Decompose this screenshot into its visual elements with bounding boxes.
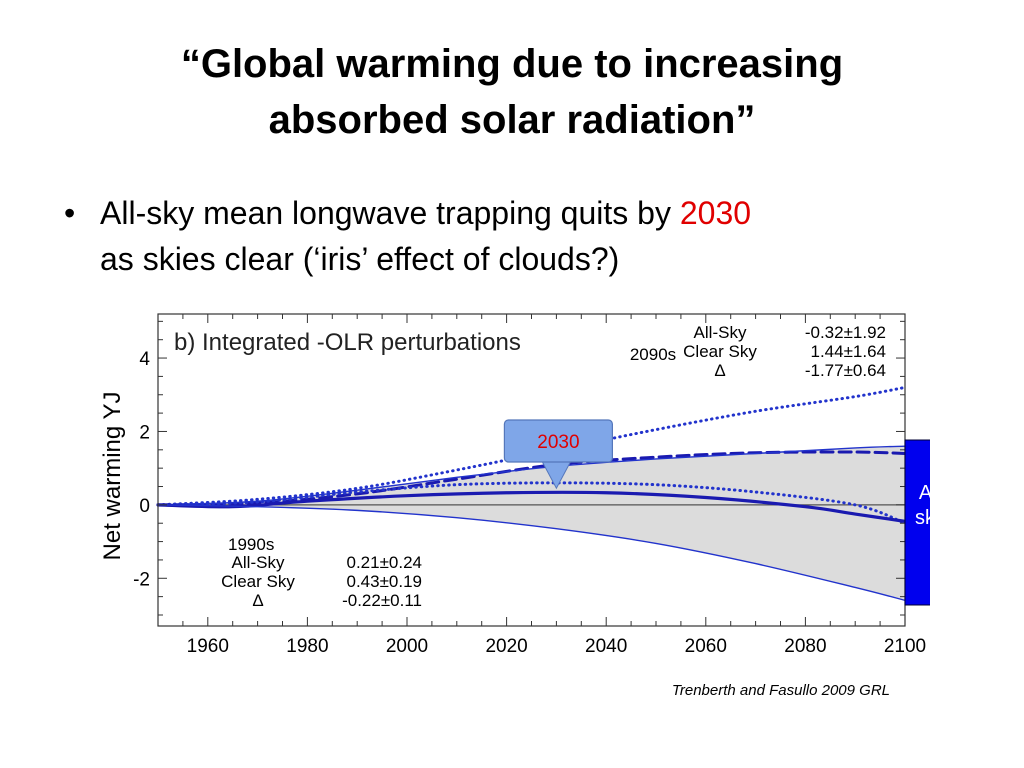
x-tick-label: 2080 (784, 636, 826, 657)
chart-figure: 1960 1980 2000 2020 2040 2060 2080 2100 -2 0 2 4 Net… (100, 302, 930, 666)
callout-box (503, 419, 613, 463)
stats-2090s-period: 2090s (630, 345, 676, 364)
series-line-3 (157, 445, 906, 506)
stats-1990s-label: Clear Sky (221, 572, 295, 591)
stats-2090s-label: All-Sky (694, 323, 747, 342)
title-line-1: “Global warming due to increasing (180, 42, 844, 86)
series-line-6 (157, 504, 906, 602)
y-tick-label: -2 (133, 569, 150, 590)
stats-2090s-label: Clear Sky (683, 342, 757, 361)
slide-title: “Global warming due to increasing absorb… (60, 36, 964, 148)
bullet-highlight-year: 2030 (679, 195, 752, 231)
series-line-5 (156, 490, 907, 523)
y-tick-label: 0 (139, 496, 150, 517)
stats-1990s-value: 0.21±0.24 (346, 553, 422, 572)
chart-svg: 1960 1980 2000 2020 2040 2060 2080 2100 -2 0 2 4 Net… (100, 313, 930, 657)
x-tick-label: 2040 (585, 636, 627, 657)
x-tick-label: 2000 (386, 636, 428, 657)
stats-2090s-value: 1.44±1.64 (810, 342, 886, 361)
stats-2090s-label: Δ (714, 361, 725, 380)
citation: Trenberth and Fasullo 2009 GRL (671, 682, 890, 699)
bullet-dot: • (64, 195, 76, 231)
series-line-4 (156, 481, 907, 525)
x-tick-label: 1980 (286, 636, 328, 657)
x-tick-label: 2060 (685, 636, 727, 657)
title-line-2: absorbed solar radiation” (268, 98, 756, 142)
stats-2090s-value: -0.32±1.92 (805, 323, 886, 342)
bullet-text-before: All-sky mean longwave trapping quits by (100, 195, 680, 231)
stats-1990s-value: -0.22±0.11 (342, 591, 422, 610)
y-tick-label: 2 (139, 422, 150, 443)
y-axis-label: Net warming YJ (100, 392, 126, 561)
all-sky-label-line1: All (919, 482, 930, 504)
bullet-item: • All-sky mean longwave trapping quits b… (64, 190, 984, 282)
all-sky-box (904, 439, 930, 606)
callout-label: 2030 (537, 432, 579, 453)
all-sky-label-line2: sky (915, 507, 930, 529)
bullet-text-after: as skies clear (‘iris’ effect of clouds?… (100, 241, 620, 277)
bullet-list: • All-sky mean longwave trapping quits b… (64, 190, 984, 282)
stats-1990s-period: 1990s (228, 535, 274, 554)
x-tick-label: 1960 (187, 636, 229, 657)
x-tick-label: 2020 (485, 636, 527, 657)
uncertainty-shading (158, 446, 905, 601)
stats-1990s-label: Δ (252, 591, 263, 610)
series-line-2 (156, 450, 907, 507)
stats-2090s-value: -1.77±0.64 (805, 361, 886, 380)
stats-1990s-label: All-Sky (232, 553, 285, 572)
stats-1990s-value: 0.43±0.19 (346, 572, 422, 591)
x-tick-label: 2100 (884, 636, 926, 657)
chart-title: b) Integrated -OLR perturbations (174, 329, 521, 356)
y-tick-label: 4 (139, 349, 150, 370)
